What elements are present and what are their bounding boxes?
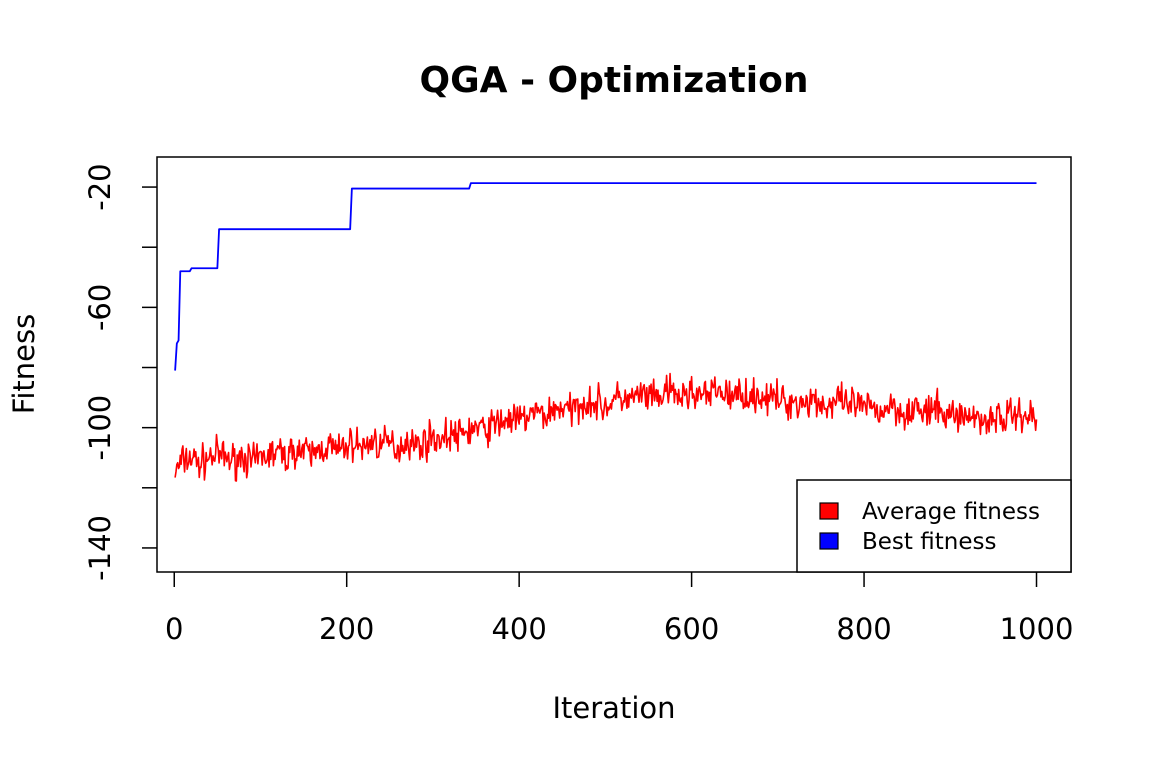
- legend-swatch-average-fitness: [819, 502, 839, 520]
- chart-title: QGA - Optimization: [420, 60, 809, 101]
- series-line-average-fitness: [174, 372, 1038, 482]
- x-tick-label: 0: [165, 612, 183, 646]
- y-axis-label: Fitness: [7, 314, 41, 414]
- y-axis: -20 -60 -100 -140: [83, 163, 157, 581]
- x-tick-label: 800: [836, 612, 891, 646]
- series-layer: [174, 182, 1038, 482]
- x-tick-label: 1000: [1000, 612, 1074, 646]
- plot-frame: [156, 156, 1072, 573]
- legend-label-average-fitness: Average fitness: [862, 499, 1040, 525]
- y-tick-label: -140: [83, 515, 117, 581]
- x-tick-label: 200: [319, 612, 374, 646]
- y-tick-label: -20: [83, 163, 117, 210]
- series-line-best-fitness: [174, 182, 1037, 371]
- x-tick-label: 400: [491, 612, 546, 646]
- legend-label-best-fitness: Best fitness: [862, 529, 996, 555]
- legend-swatch-best-fitness: [819, 532, 839, 550]
- x-tick-label: 600: [664, 612, 719, 646]
- x-axis: 0 200 400 600 800 1000: [165, 572, 1073, 646]
- y-tick-label: -100: [83, 395, 117, 461]
- legend: Average fitness Best fitness: [796, 479, 1072, 573]
- legend-box: [796, 479, 1072, 573]
- x-axis-label: Iteration: [552, 691, 675, 725]
- y-tick-label: -60: [83, 284, 117, 331]
